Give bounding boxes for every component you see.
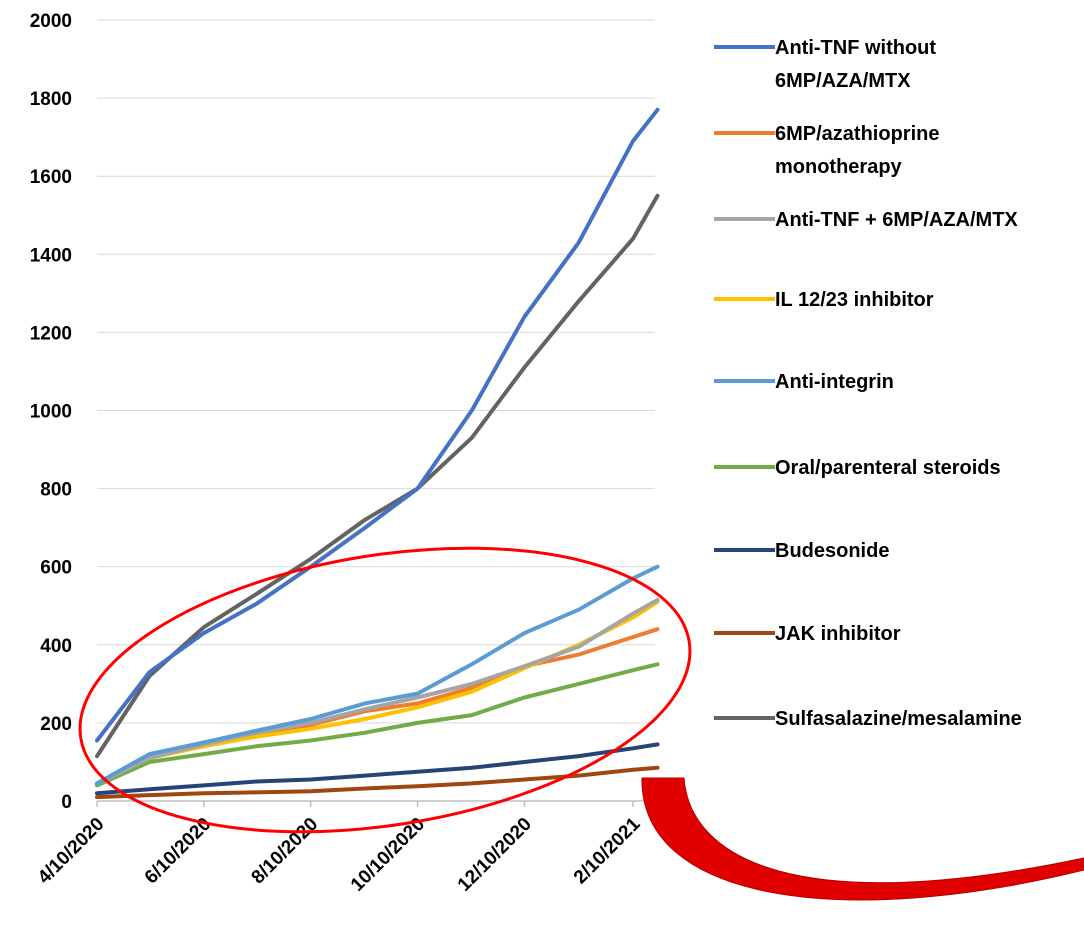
y-tick-label: 1400 (30, 245, 72, 266)
highlight-ellipse (78, 546, 692, 834)
y-tick-label: 1200 (30, 323, 72, 344)
y-tick-label: 0 (61, 792, 72, 813)
x-axis: 4/10/2020 6/10/2020 8/10/2020 10/10/2020 12/… (34, 800, 655, 896)
legend-item-jak: JAK inhibitor (714, 623, 901, 645)
legend-label: monotherapy (775, 156, 903, 178)
y-tick-label: 200 (40, 714, 72, 735)
y-tick-label: 600 (40, 558, 72, 579)
series-line (95, 597, 660, 786)
legend-label: Sulfasalazine/mesalamine (775, 708, 1022, 730)
grid-lines (97, 19, 655, 724)
legend-item-budesonide: Budesonide (714, 540, 889, 562)
x-tick-label: 12/10/2020 (454, 814, 536, 896)
x-tick-label: 2/10/2021 (570, 813, 645, 888)
y-tick-label: 2000 (30, 11, 72, 32)
legend-item-sulfasalazine: Sulfasalazine/mesalamine (714, 708, 1022, 730)
series-line (95, 564, 660, 786)
series-lines (95, 107, 660, 800)
curved-arrow-shape (641, 777, 1084, 901)
legend-label: 6MP/azathioprine (775, 123, 939, 145)
legend-label: Budesonide (775, 540, 889, 562)
x-tick-label: 6/10/2020 (141, 814, 216, 889)
y-tick-label: 1000 (30, 402, 72, 423)
legend-item-6mp-azathioprine: 6MP/azathioprine monotherapy (714, 123, 939, 178)
legend-label: Anti-TNF + 6MP/AZA/MTX (775, 209, 1018, 231)
series-line (95, 107, 660, 743)
legend-item-il-12-23: IL 12/23 inhibitor (714, 289, 934, 311)
legend-label: Anti-TNF without (775, 37, 936, 59)
legend-label: 6MP/AZA/MTX (775, 70, 911, 92)
series-line (95, 662, 660, 788)
legend-item-anti-tnf-combo: Anti-TNF + 6MP/AZA/MTX (714, 209, 1018, 231)
x-tick-label: 4/10/2020 (34, 814, 109, 889)
series-line (95, 193, 660, 759)
y-tick-label: 400 (40, 636, 72, 657)
legend-label: Oral/parenteral steroids (775, 457, 1001, 479)
y-tick-label: 1600 (30, 167, 72, 188)
y-tick-label: 1800 (30, 89, 72, 110)
legend-label: IL 12/23 inhibitor (775, 289, 934, 311)
legend-label: JAK inhibitor (775, 623, 901, 645)
series-line (95, 742, 660, 796)
series-line (95, 765, 660, 800)
y-tick-label: 800 (40, 480, 72, 501)
legend-item-anti-integrin: Anti-integrin (714, 371, 894, 393)
legend-item-steroids: Oral/parenteral steroids (714, 457, 1001, 479)
legend: Anti-TNF without 6MP/AZA/MTX 6MP/azathio… (714, 37, 1022, 730)
legend-item-anti-tnf-without: Anti-TNF without 6MP/AZA/MTX (714, 37, 936, 92)
legend-label: Anti-integrin (775, 371, 894, 393)
y-axis: 0 200 400 600 800 1000 1200 1400 1600 1800 2000 (30, 11, 72, 813)
x-tick-label: 8/10/2020 (248, 814, 323, 889)
